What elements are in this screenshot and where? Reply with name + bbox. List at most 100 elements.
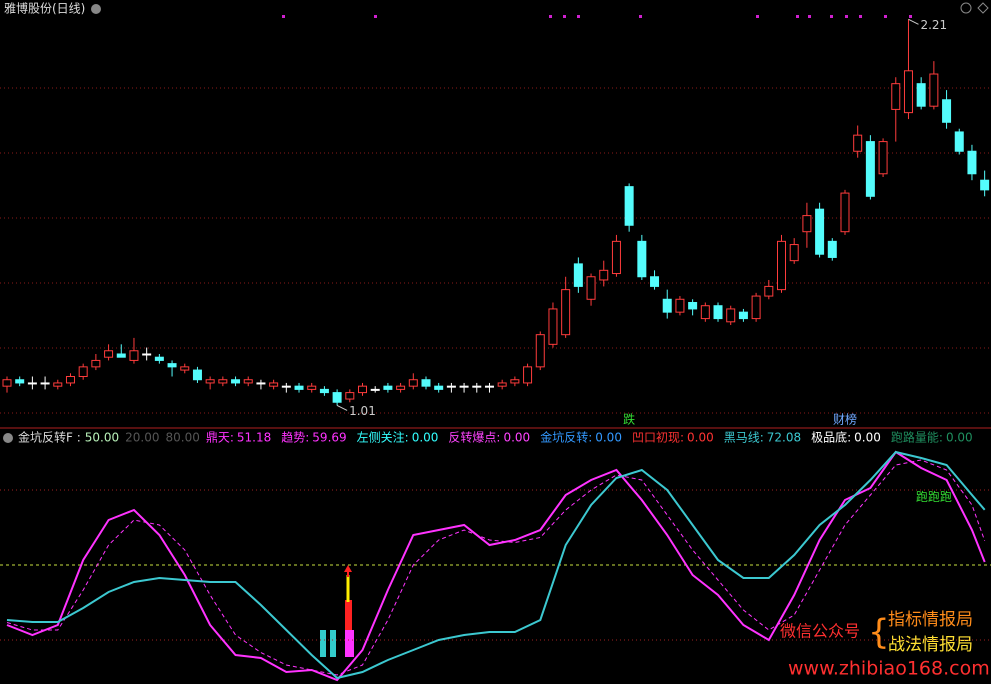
indicator-line [6, 450, 986, 680]
annotation-label: 2.21 [920, 18, 947, 32]
watermark: 微信公众号 { 指标情报局 战法情报局 www.zhibiao168.com [780, 610, 990, 680]
indicator-toggle[interactable] [3, 433, 13, 443]
candle-body [802, 215, 812, 233]
candle-body [523, 366, 533, 384]
candle-body [484, 385, 494, 388]
param-label: 50.00 [85, 431, 119, 445]
candle-body [675, 298, 685, 313]
candle-body [218, 379, 228, 384]
candle-body [281, 385, 291, 388]
annotation-leader [908, 18, 919, 25]
toggle-icon[interactable] [91, 4, 101, 14]
settings-icon[interactable] [960, 2, 972, 14]
candle-body [408, 379, 418, 387]
param-label: 20.00 [125, 431, 159, 445]
candle-body [916, 83, 926, 107]
candle-body [256, 382, 266, 385]
legend-name: 金坑反转: [540, 430, 592, 445]
legend-name: 极品底: [811, 430, 851, 445]
candle-body [980, 179, 990, 191]
candle-body [78, 366, 88, 378]
candle-body [777, 240, 787, 291]
candle-body [903, 70, 913, 114]
candle-body [472, 385, 482, 388]
candle-body [650, 276, 660, 287]
candle-body [624, 186, 634, 226]
legend-name: 凹口初现: [632, 431, 684, 445]
legend-name: 跑路量能: [891, 430, 943, 445]
candle-body [294, 385, 304, 390]
legend-name: 趋势: [281, 431, 309, 445]
candle-body [40, 382, 50, 385]
watermark-url: www.zhibiao168.com [788, 658, 990, 680]
legend-name: 反转爆点: [448, 430, 500, 445]
candle-body [865, 141, 875, 197]
line-annotation: 跑跑跑 [916, 490, 952, 504]
candle-body [358, 385, 368, 394]
legend-value: 0.00 [854, 431, 881, 445]
candle-body [205, 379, 215, 384]
legend: 金坑反转F : 50.00 20.00 80.00 鼎天: 51.18 趋势: 59.69 左侧… [18, 430, 973, 445]
candle-body [459, 385, 469, 388]
candle-body [840, 192, 850, 233]
candle-body [2, 379, 12, 387]
candle-body [434, 385, 444, 390]
candle-body [129, 350, 139, 361]
legend-value: 0.00 [687, 431, 714, 445]
marker-label: 财榜 [833, 412, 857, 427]
signal-dots [282, 15, 912, 18]
annotation-label: 1.01 [349, 404, 376, 418]
candle-body [726, 308, 736, 323]
candle-body [15, 379, 25, 384]
stock-title: 雅博股份(日线) [4, 1, 85, 16]
diamond-icon[interactable] [977, 2, 989, 14]
candle-body [192, 369, 202, 381]
candle-body [700, 305, 710, 320]
brace: { [868, 613, 890, 653]
candle-body [497, 382, 507, 387]
candle-body [167, 363, 177, 368]
legend-value: 0.00 [412, 431, 439, 445]
legend-value: 59.69 [312, 431, 346, 445]
candle-body [370, 388, 380, 391]
indicator-line [6, 450, 986, 682]
candle-body [954, 131, 964, 152]
candle-body [929, 73, 939, 107]
candle-body [269, 382, 279, 387]
candle-body [738, 311, 748, 320]
candle-body [827, 240, 837, 258]
candle-body [573, 263, 583, 287]
candle-body [27, 382, 37, 385]
candle-body [662, 298, 672, 313]
param-label: 80.00 [165, 431, 199, 445]
candle-body [243, 379, 253, 384]
candle-body [154, 356, 164, 361]
candle-body [345, 392, 355, 400]
legend-name: 左侧关注: [357, 430, 409, 445]
legend-value: 72.08 [767, 431, 801, 445]
annotation-leader [336, 405, 348, 411]
candle-body [853, 134, 863, 152]
candle-body [116, 353, 126, 358]
candle-body [548, 308, 558, 345]
candle-body [319, 388, 329, 394]
candle-body [789, 244, 799, 262]
candle-body [396, 385, 406, 390]
legend-value: 0.00 [503, 431, 530, 445]
candle-body [891, 83, 901, 110]
legend-name: 黑马线: [724, 431, 764, 445]
candle-body [535, 334, 545, 368]
watermark-brand: 指标情报局 [888, 610, 973, 630]
candle-body [688, 301, 698, 310]
signal-bars [320, 565, 354, 657]
candle-body [142, 353, 152, 356]
candle-body [611, 240, 621, 275]
candle-body [751, 295, 761, 320]
candle-body [421, 379, 431, 387]
candle-body [446, 385, 456, 388]
candle-body [53, 382, 63, 387]
candle-body [180, 366, 190, 371]
